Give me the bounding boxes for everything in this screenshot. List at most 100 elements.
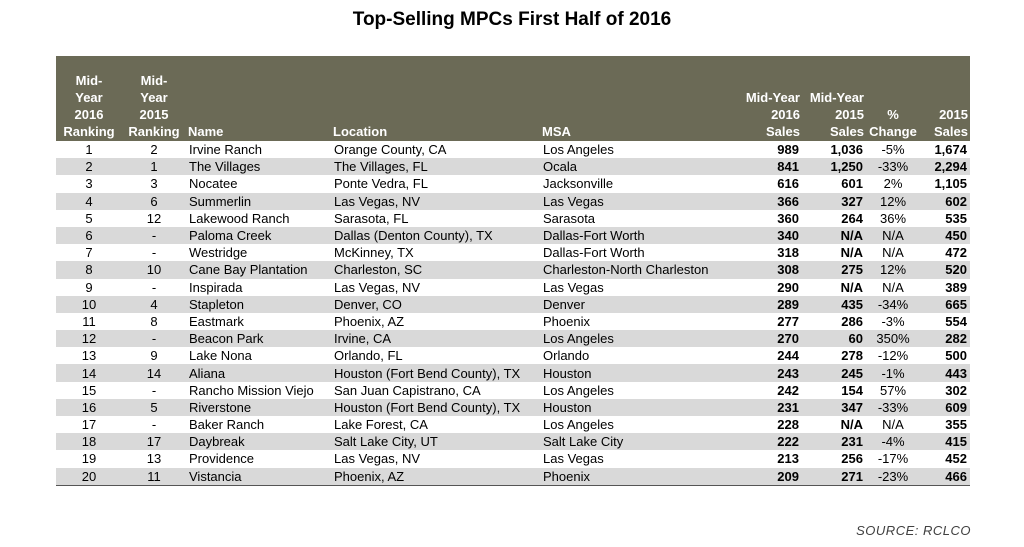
- sales-2015-cell: 60: [802, 330, 866, 348]
- sales-2015-full-cell: 415: [920, 433, 970, 451]
- header-line: Mid-: [140, 73, 168, 88]
- sales-2015-cell: 271: [802, 467, 866, 486]
- pct-change-cell: -33%: [866, 398, 920, 416]
- sales-2015-cell: N/A: [840, 245, 863, 261]
- sales-2016-cell: 243: [732, 364, 802, 382]
- location-cell: Phoenix, AZ: [334, 313, 405, 329]
- rank-2016-cell: 12: [56, 330, 122, 348]
- header-line: Ranking: [128, 124, 180, 139]
- name-cell: Summerlin: [186, 192, 331, 210]
- rank-2015-cell: 2: [150, 142, 158, 158]
- name-cell: Baker Ranch: [189, 417, 265, 433]
- sales-2016-cell: 244: [777, 348, 799, 364]
- sales-2016-cell: 290: [777, 279, 799, 295]
- pct-change-cell: N/A: [882, 245, 904, 261]
- rank-2016-cell: 15: [81, 382, 97, 398]
- header-sales-2016: Mid-Year 2016 Sales: [732, 56, 802, 141]
- sales-2015-full-cell: 2,294: [920, 158, 970, 176]
- rank-2015-cell: -: [151, 382, 157, 398]
- msa-cell: Charleston-North Charleston: [540, 261, 732, 279]
- sales-2016-cell: 366: [732, 192, 802, 210]
- table-row: 15 - Rancho Mission Viejo San Juan Capistra…: [56, 382, 970, 399]
- sales-2016-cell: 231: [732, 398, 802, 416]
- rank-2015-cell: 8: [150, 313, 158, 329]
- sales-2015-cell: 327: [802, 192, 866, 210]
- pct-change-cell: 57%: [879, 382, 907, 398]
- sales-2015-full-cell: 452: [945, 451, 967, 467]
- location-cell: Las Vegas, NV: [331, 192, 540, 210]
- mpc-sales-table: Mid- Year 2016 Ranking Mid- Year 2015 Ranking Na…: [56, 56, 970, 486]
- name-cell: Lakewood Ranch: [189, 210, 290, 226]
- pct-change-cell: N/A: [882, 279, 904, 295]
- header-line: Sales: [934, 124, 968, 139]
- location-cell: Orlando, FL: [334, 348, 403, 364]
- rank-2015-cell: -: [151, 417, 157, 433]
- rank-2015-cell: 17: [122, 433, 186, 451]
- table-row: 12- Beacon Park Irvine, CA Los Angeles 270 60…: [56, 330, 970, 348]
- msa-cell: Orlando: [543, 348, 590, 364]
- rank-2015-cell: -: [122, 226, 186, 245]
- name-cell: Vistancia: [186, 467, 331, 486]
- sales-2015-cell: N/A: [840, 417, 863, 433]
- pct-change-cell: -23%: [866, 467, 920, 486]
- location-cell: Denver, CO: [331, 295, 540, 313]
- table-row: 11 8 Eastmark Phoenix, AZ Phoenix 277 286 -3% 55…: [56, 313, 970, 330]
- location-cell: Houston (Fort Bend County), TX: [331, 398, 540, 416]
- msa-cell: Sarasota: [543, 210, 596, 226]
- header-sales-2015-full: 2015 Sales: [920, 56, 970, 141]
- sales-2015-full-cell: 443: [920, 364, 970, 382]
- header-line: 2015: [139, 107, 169, 122]
- rank-2015-cell: 6: [122, 192, 186, 210]
- table-row: 10 4 Stapleton Denver, CO Denver 289 435 -34% 66…: [56, 295, 970, 313]
- sales-2015-full-cell: 466: [920, 467, 970, 486]
- msa-cell: Dallas-Fort Worth: [543, 245, 645, 261]
- rank-2016-cell: 3: [85, 176, 93, 192]
- header-line: MSA: [542, 124, 571, 139]
- location-cell: Las Vegas, NV: [334, 279, 420, 295]
- sales-2015-full-cell: 389: [945, 279, 967, 295]
- header-name: Name: [186, 56, 331, 141]
- msa-cell: Dallas-Fort Worth: [540, 226, 732, 245]
- sales-2016-cell: 340: [732, 226, 802, 245]
- header-pct-change: % Change: [866, 56, 920, 141]
- msa-cell: Phoenix: [540, 467, 732, 486]
- rank-2016-cell: 19: [81, 451, 97, 467]
- name-cell: Stapleton: [186, 295, 331, 313]
- msa-cell: Los Angeles: [543, 382, 614, 398]
- location-cell: Las Vegas, NV: [334, 451, 420, 467]
- sales-2015-cell: 275: [802, 261, 866, 279]
- msa-cell: Jacksonville: [543, 176, 614, 192]
- rank-2016-cell: 6: [56, 226, 122, 245]
- sales-2015-full-cell: 282: [920, 330, 970, 348]
- header-sales-2015: Mid-Year 2015 Sales: [802, 56, 866, 141]
- pct-change-cell: -17%: [877, 451, 909, 467]
- sales-2015-cell: N/A: [802, 226, 866, 245]
- name-cell: Paloma Creek: [186, 226, 331, 245]
- location-cell: Phoenix, AZ: [331, 467, 540, 486]
- name-cell: The Villages: [186, 158, 331, 176]
- header-line: Mid-Year: [809, 90, 864, 105]
- sales-2015-cell: 278: [841, 348, 863, 364]
- rank-2016-cell: 5: [85, 210, 93, 226]
- header-line: 2015: [939, 107, 968, 122]
- sales-2016-cell: 222: [732, 433, 802, 451]
- rank-2016-cell: 8: [56, 261, 122, 279]
- page-title: Top-Selling MPCs First Half of 2016: [352, 9, 672, 30]
- name-cell: Nocatee: [189, 176, 238, 192]
- header-rank-2015: Mid- Year 2015 Ranking: [122, 56, 186, 141]
- table-row: 17 - Baker Ranch Lake Forest, CA Los Angeles…: [56, 416, 970, 433]
- header-line: Sales: [830, 124, 864, 139]
- rank-2016-cell: 20: [56, 467, 122, 486]
- location-cell: Ponte Vedra, FL: [334, 176, 428, 192]
- sales-2015-cell: 1,250: [802, 158, 866, 176]
- sales-2016-cell: 228: [777, 417, 799, 433]
- name-cell: Irvine Ranch: [189, 142, 262, 158]
- table-row: 2 1 The Villages The Villages, FL Ocala 841 1,…: [56, 158, 970, 176]
- sales-2016-cell: 989: [777, 142, 799, 158]
- pct-change-cell: -1%: [866, 364, 920, 382]
- header-line: Change: [869, 124, 917, 139]
- source-note: SOURCE: RCLCO: [856, 523, 971, 538]
- location-cell: The Villages, FL: [331, 158, 540, 176]
- name-cell: Lake Nona: [189, 348, 252, 364]
- table-row: 13 9 Lake Nona Orlando, FL Orlando 244 278 -12%…: [56, 347, 970, 364]
